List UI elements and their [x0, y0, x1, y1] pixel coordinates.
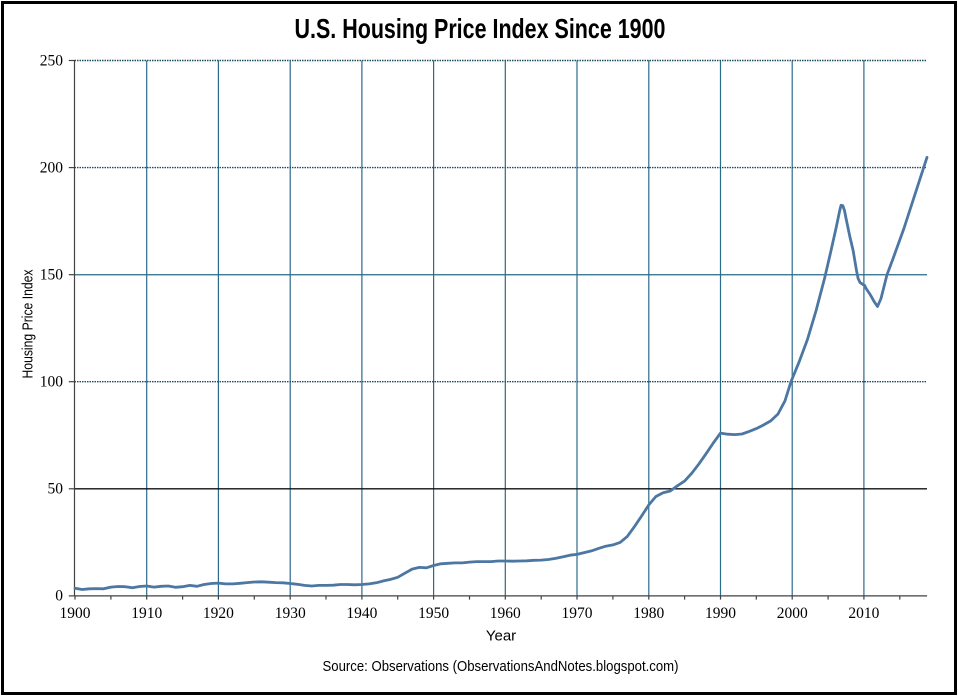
svg-text:1960: 1960: [490, 605, 521, 622]
svg-text:Source: Observations (Observa: Source: Observations (ObservationsAndNot…: [323, 659, 679, 675]
svg-text:U.S. Housing Price Index Since: U.S. Housing Price Index Since 1900: [295, 13, 666, 44]
svg-text:1990: 1990: [705, 605, 736, 622]
svg-text:100: 100: [40, 374, 64, 391]
svg-text:1910: 1910: [131, 605, 162, 622]
svg-text:1920: 1920: [203, 605, 234, 622]
svg-text:1940: 1940: [346, 605, 377, 622]
svg-text:50: 50: [48, 481, 64, 498]
svg-text:150: 150: [40, 267, 64, 284]
svg-text:2000: 2000: [777, 605, 808, 622]
svg-text:1930: 1930: [275, 605, 306, 622]
svg-text:Housing Price Index: Housing Price Index: [20, 269, 37, 378]
svg-text:2010: 2010: [848, 605, 879, 622]
svg-text:1970: 1970: [562, 605, 593, 622]
svg-text:1980: 1980: [633, 605, 664, 622]
svg-text:Year: Year: [486, 628, 516, 645]
svg-text:1950: 1950: [418, 605, 449, 622]
svg-text:250: 250: [40, 52, 64, 69]
svg-text:0: 0: [55, 588, 63, 605]
svg-text:200: 200: [40, 159, 64, 176]
svg-text:1900: 1900: [60, 605, 91, 622]
